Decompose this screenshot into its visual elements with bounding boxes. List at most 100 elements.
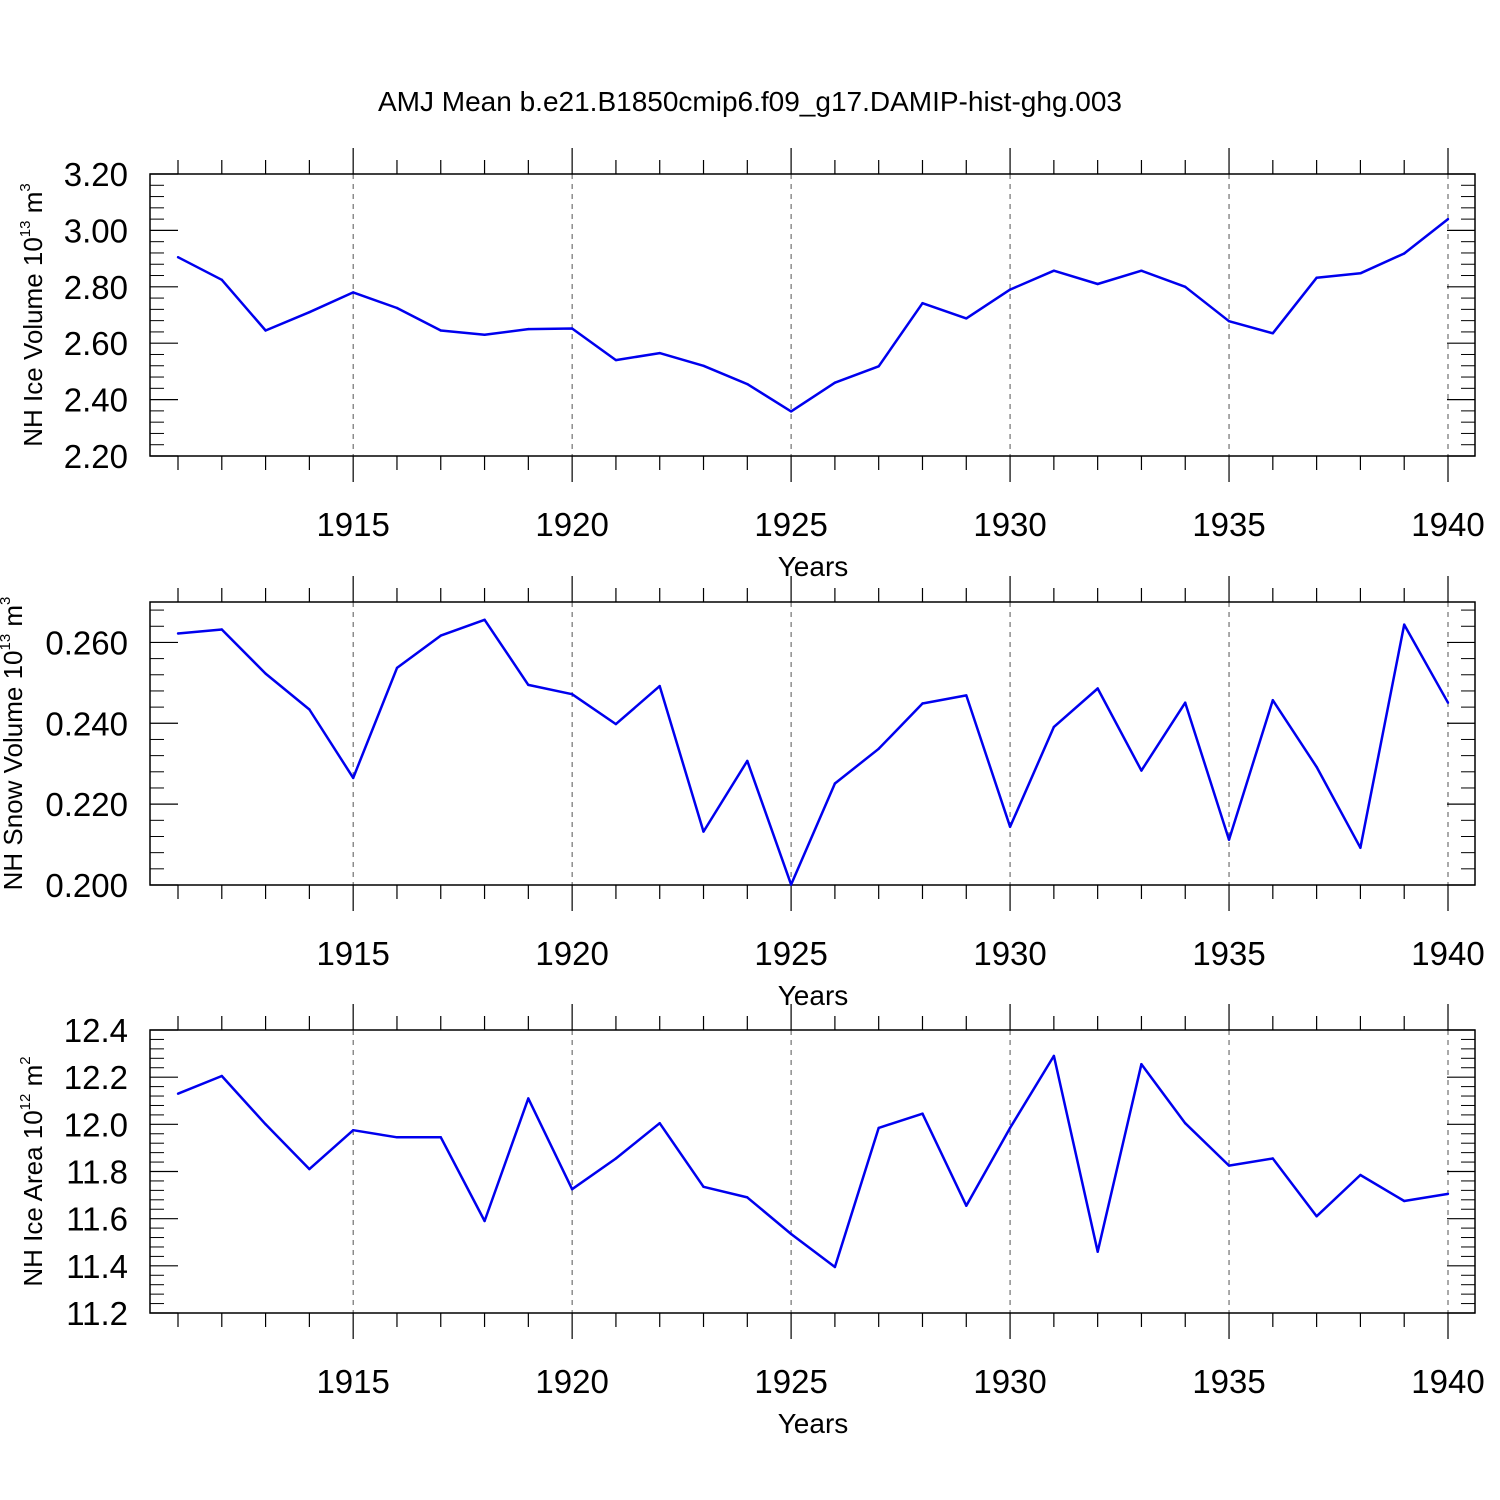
data-point bbox=[308, 708, 311, 711]
data-point bbox=[1096, 1250, 1099, 1253]
data-point bbox=[965, 694, 968, 697]
data-point bbox=[1446, 1192, 1450, 1196]
data-point bbox=[1403, 1199, 1406, 1203]
data-point bbox=[1359, 1173, 1362, 1177]
data-point bbox=[1271, 1157, 1275, 1160]
x-tick-label: 1920 bbox=[535, 935, 608, 972]
x-tick-label: 1925 bbox=[754, 935, 827, 972]
data-point bbox=[921, 1112, 924, 1115]
y-label-exponent: 13 bbox=[17, 220, 34, 237]
y-tick-label: 2.40 bbox=[64, 382, 128, 419]
data-point bbox=[1315, 1215, 1318, 1218]
x-axis-label: Years bbox=[778, 980, 849, 1011]
x-tick-label: 1940 bbox=[1411, 506, 1484, 543]
y-tick-label: 0.200 bbox=[45, 867, 128, 904]
data-point bbox=[483, 333, 486, 336]
data-point bbox=[176, 632, 180, 635]
data-point bbox=[746, 759, 749, 763]
y-tick-label: 12.4 bbox=[64, 1012, 128, 1049]
y-axis-label: NH Ice Area 1012 m2 bbox=[17, 1056, 48, 1286]
x-tick-label: 1930 bbox=[973, 1363, 1046, 1400]
x-tick-label: 1935 bbox=[1192, 1363, 1265, 1400]
chart-panel-1: 1915 1920 1925 1930 1935 1940 Years 2.20 2.40 2.6… bbox=[17, 148, 1485, 582]
data-point bbox=[1184, 701, 1187, 704]
x-tick-label: 1920 bbox=[535, 1363, 608, 1400]
data-point bbox=[965, 1204, 968, 1207]
data-point bbox=[308, 1167, 311, 1171]
x-axis-label: Years bbox=[778, 551, 849, 582]
data-point bbox=[1140, 769, 1143, 772]
data-point bbox=[1096, 687, 1099, 690]
x-tick-label: 1915 bbox=[316, 1363, 389, 1400]
y-label-main: NH Snow Volume 10 bbox=[0, 651, 28, 891]
data-point bbox=[1359, 272, 1362, 275]
data-point bbox=[833, 1265, 837, 1269]
data-point bbox=[527, 683, 530, 687]
data-point bbox=[264, 672, 267, 675]
y-tick-label: 2.80 bbox=[64, 269, 128, 306]
y-tick-label: 11.6 bbox=[66, 1201, 128, 1238]
data-point bbox=[395, 666, 399, 670]
data-point bbox=[1008, 1126, 1012, 1130]
x-tick-label: 1930 bbox=[973, 935, 1046, 972]
y-label-unit-exponent: 3 bbox=[17, 183, 34, 191]
chart-panel-3: 1915 1920 1925 1930 1935 1940 Years 11.2 11.4 11.… bbox=[17, 1004, 1485, 1439]
data-point bbox=[1052, 1054, 1056, 1058]
y-label-unit-exponent: 2 bbox=[17, 1056, 34, 1064]
data-point bbox=[1184, 1122, 1187, 1125]
data-point bbox=[176, 256, 180, 259]
data-point bbox=[1403, 623, 1406, 626]
x-tick-label: 1925 bbox=[754, 506, 827, 543]
y-tick-label: 2.60 bbox=[64, 325, 128, 362]
data-point bbox=[789, 1232, 793, 1236]
data-point bbox=[746, 382, 749, 386]
data-point bbox=[1052, 269, 1056, 272]
y-tick-label: 12.0 bbox=[64, 1106, 128, 1143]
data-point bbox=[789, 883, 793, 886]
data-point bbox=[833, 381, 837, 384]
plot-frame bbox=[149, 1029, 1476, 1314]
y-tick-label: 11.4 bbox=[66, 1248, 128, 1285]
y-tick-label: 0.220 bbox=[45, 786, 128, 823]
data-point bbox=[1446, 701, 1450, 704]
y-tick-label: 3.20 bbox=[64, 156, 128, 193]
data-point bbox=[308, 311, 311, 314]
data-point bbox=[921, 702, 924, 705]
y-label-unit: m bbox=[18, 1065, 48, 1094]
data-point bbox=[527, 327, 530, 331]
data-point bbox=[176, 1092, 180, 1095]
data-point bbox=[220, 278, 223, 281]
chart-panels: 1915 1920 1925 1930 1935 1940 Years 2.20 2.40 2.6… bbox=[0, 148, 1485, 1439]
data-point bbox=[614, 1157, 618, 1160]
data-point bbox=[352, 291, 355, 294]
data-point bbox=[1096, 282, 1099, 286]
data-point bbox=[570, 327, 574, 330]
data-point bbox=[1140, 1063, 1143, 1066]
y-axis-label: NH Snow Volume 1013 m3 bbox=[0, 597, 28, 891]
y-label-main: NH Ice Area 10 bbox=[18, 1110, 48, 1286]
data-point bbox=[702, 364, 705, 367]
x-axis-label: Years bbox=[778, 1408, 849, 1439]
y-label-unit-exponent: 3 bbox=[0, 597, 14, 605]
data-point bbox=[1227, 838, 1231, 841]
data-point bbox=[1227, 1164, 1231, 1167]
y-tick-label: 11.2 bbox=[66, 1295, 128, 1332]
y-tick-label: 11.8 bbox=[66, 1154, 128, 1191]
y-tick-label: 3.00 bbox=[64, 212, 128, 249]
data-point bbox=[1052, 725, 1056, 729]
data-point bbox=[614, 722, 618, 726]
data-point bbox=[483, 1219, 486, 1223]
y-label-exponent: 13 bbox=[0, 634, 14, 651]
data-point bbox=[1227, 320, 1231, 323]
data-point bbox=[527, 1097, 530, 1100]
data-point bbox=[702, 1185, 705, 1189]
data-point bbox=[483, 618, 486, 621]
y-tick-label: 12.2 bbox=[64, 1059, 128, 1096]
y-label-exponent: 12 bbox=[17, 1094, 34, 1111]
data-point bbox=[220, 628, 223, 631]
plot-frame bbox=[149, 173, 1476, 457]
figure-title: AMJ Mean b.e21.B1850cmip6.f09_g17.DAMIP-… bbox=[378, 86, 1122, 117]
x-tick-label: 1940 bbox=[1411, 1363, 1484, 1400]
data-point bbox=[833, 782, 837, 785]
